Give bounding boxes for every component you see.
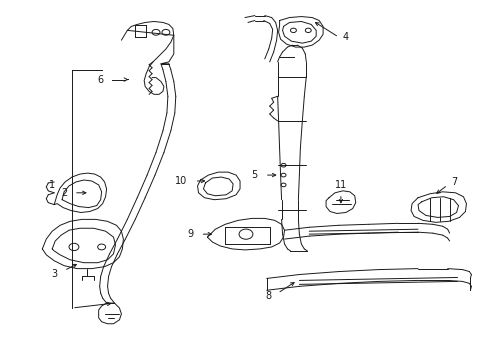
Text: 1: 1 bbox=[49, 180, 55, 190]
Text: 9: 9 bbox=[187, 229, 193, 239]
Text: 5: 5 bbox=[251, 170, 257, 180]
Text: 8: 8 bbox=[265, 291, 271, 301]
Text: 4: 4 bbox=[342, 32, 348, 42]
Text: 10: 10 bbox=[175, 176, 187, 186]
Text: 7: 7 bbox=[451, 177, 457, 187]
Text: 6: 6 bbox=[97, 75, 103, 85]
Text: 3: 3 bbox=[51, 269, 57, 279]
Text: 11: 11 bbox=[334, 180, 346, 190]
Text: 2: 2 bbox=[61, 188, 67, 198]
